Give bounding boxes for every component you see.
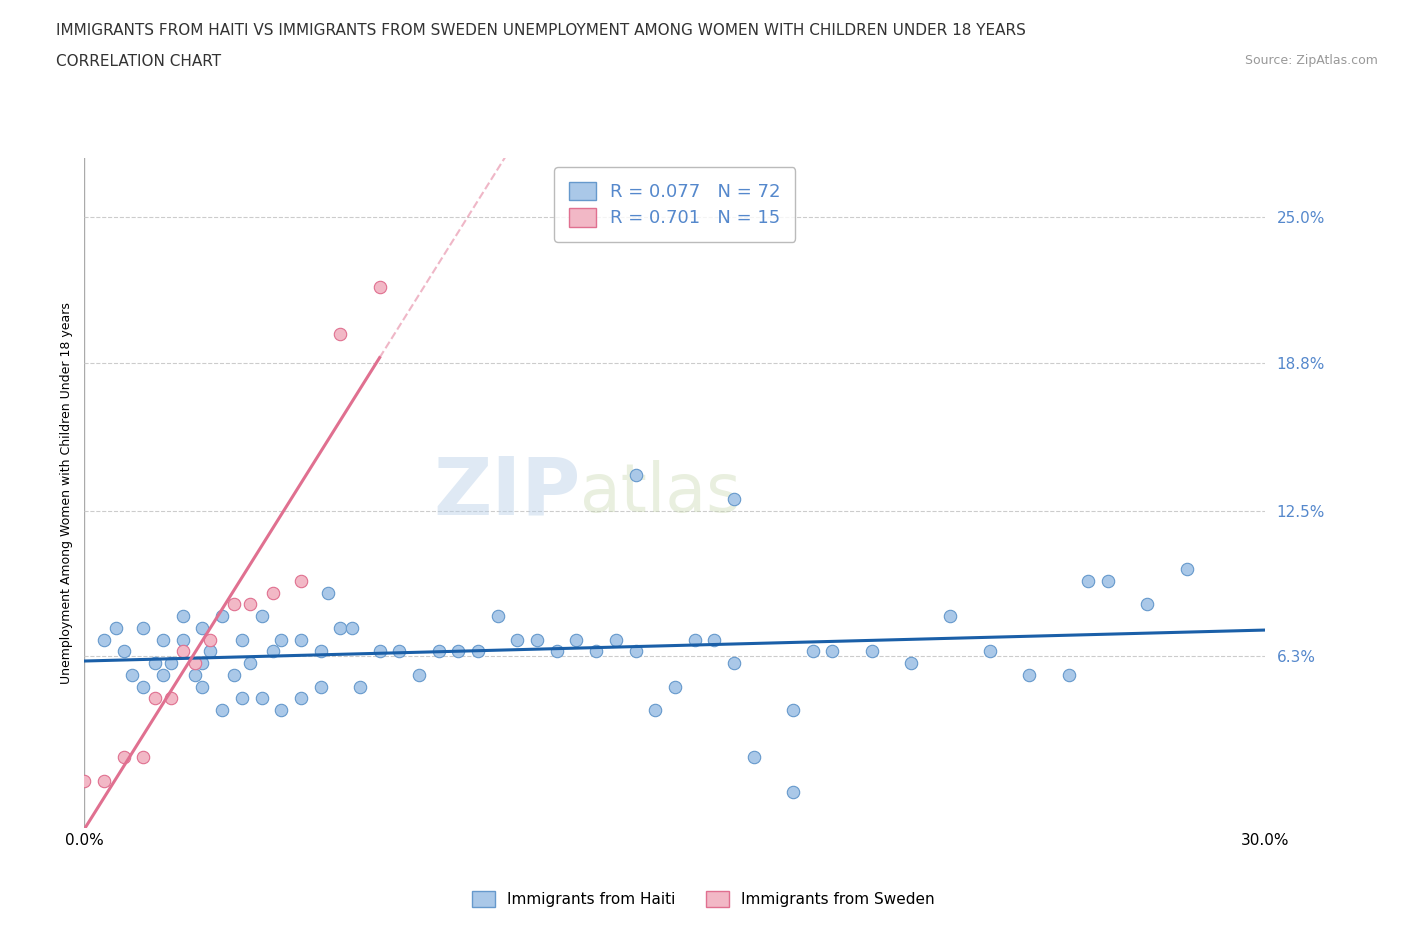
Point (231, 691, 253, 706)
Point (1175, 562, 1198, 577)
Point (318, 585, 340, 600)
Point (183, 656, 205, 671)
Point (191, 679, 214, 694)
Point (270, 632, 292, 647)
Point (262, 585, 284, 600)
Point (73, 773, 96, 788)
Point (183, 668, 205, 683)
Point (290, 691, 312, 706)
Point (565, 632, 588, 647)
Point (821, 644, 844, 659)
Point (644, 703, 666, 718)
Point (506, 632, 529, 647)
Point (782, 703, 804, 718)
Point (172, 644, 194, 659)
Point (340, 620, 363, 635)
Point (290, 632, 312, 647)
Point (132, 620, 155, 635)
Point (723, 656, 745, 671)
Text: IMMIGRANTS FROM HAITI VS IMMIGRANTS FROM SWEDEN UNEMPLOYMENT AMONG WOMEN WITH CH: IMMIGRANTS FROM HAITI VS IMMIGRANTS FROM… (56, 23, 1026, 38)
Point (262, 644, 284, 659)
Point (1057, 668, 1080, 683)
Point (250, 691, 273, 706)
Point (121, 668, 143, 683)
Point (939, 609, 962, 624)
Point (1077, 574, 1099, 589)
Point (1097, 574, 1119, 589)
Point (143, 691, 166, 706)
Text: atlas: atlas (581, 460, 741, 525)
Point (112, 644, 135, 659)
Point (211, 703, 233, 718)
Point (239, 656, 262, 671)
Point (526, 632, 548, 647)
Point (152, 668, 174, 683)
Point (624, 644, 647, 659)
Point (486, 609, 509, 624)
Point (1018, 668, 1040, 683)
Point (191, 620, 214, 635)
Point (329, 326, 352, 341)
Point (222, 668, 245, 683)
Point (231, 632, 253, 647)
Point (143, 656, 166, 671)
Point (427, 644, 450, 659)
Text: CORRELATION CHART: CORRELATION CHART (56, 54, 221, 69)
Y-axis label: Unemployment Among Women with Children Under 18 years: Unemployment Among Women with Children U… (60, 302, 73, 684)
Point (112, 750, 135, 764)
Point (408, 668, 430, 683)
Point (93, 773, 115, 788)
Point (683, 632, 706, 647)
Point (152, 632, 174, 647)
Point (546, 644, 568, 659)
Point (200, 632, 222, 647)
Point (368, 280, 391, 295)
Point (132, 750, 155, 764)
Point (388, 644, 411, 659)
Point (1136, 597, 1159, 612)
Point (585, 644, 607, 659)
Point (270, 703, 292, 718)
Point (211, 609, 233, 624)
Point (447, 644, 470, 659)
Point (172, 632, 194, 647)
Point (309, 644, 332, 659)
Point (132, 679, 155, 694)
Point (160, 691, 183, 706)
Point (782, 785, 804, 800)
Point (368, 644, 391, 659)
Point (860, 644, 883, 659)
Point (160, 656, 183, 671)
Point (703, 632, 725, 647)
Point (104, 620, 127, 635)
Point (723, 491, 745, 506)
Point (239, 597, 262, 612)
Point (801, 644, 824, 659)
Point (200, 644, 222, 659)
Point (290, 574, 312, 589)
Point (605, 632, 627, 647)
Point (624, 468, 647, 483)
Point (467, 644, 489, 659)
Text: Source: ZipAtlas.com: Source: ZipAtlas.com (1244, 54, 1378, 67)
Text: ZIP: ZIP (433, 454, 581, 532)
Point (900, 656, 922, 671)
Point (191, 656, 214, 671)
Legend: Immigrants from Haiti, Immigrants from Sweden: Immigrants from Haiti, Immigrants from S… (465, 884, 941, 913)
Point (172, 609, 194, 624)
Point (250, 609, 273, 624)
Point (664, 679, 686, 694)
Point (309, 679, 332, 694)
Point (979, 644, 1001, 659)
Point (93, 632, 115, 647)
Point (222, 597, 245, 612)
Point (349, 679, 371, 694)
Point (329, 620, 352, 635)
Legend: R = 0.077   N = 72, R = 0.701   N = 15: R = 0.077 N = 72, R = 0.701 N = 15 (554, 167, 796, 242)
Point (742, 750, 765, 764)
